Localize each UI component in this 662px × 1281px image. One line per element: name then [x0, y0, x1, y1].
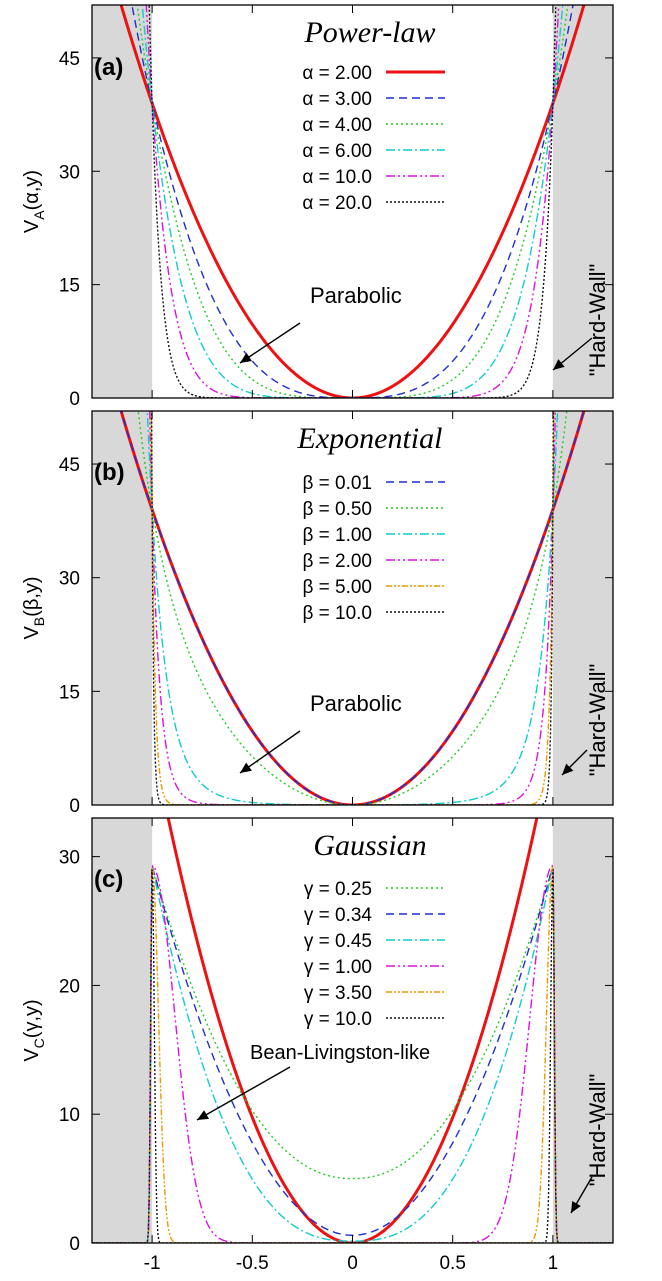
series-line-0 — [166, 818, 539, 1243]
annotation-arrowhead-hardwall — [571, 1200, 581, 1213]
annotation-arrowhead-parabolic — [240, 352, 252, 363]
series-line-3 — [146, 411, 559, 805]
annotation-arrow-parabolic — [239, 730, 301, 774]
annotation-parabolic: Parabolic — [310, 283, 402, 308]
y-axis-label-sub: C — [31, 1038, 47, 1048]
y-axis-label-sub: B — [31, 617, 47, 626]
legend-label-1: β = 0.01 — [302, 473, 372, 494]
y-axis-label: VB(β,y) — [21, 576, 47, 639]
forbidden-region-1 — [552, 818, 613, 1243]
y-axis-label: VA(α,y) — [21, 170, 47, 233]
legend-label-3: γ = 0.45 — [304, 931, 372, 952]
x-tick-label-2: 0 — [347, 1253, 358, 1274]
x-tick-label-3: 0.5 — [439, 1253, 465, 1274]
series-line-2 — [136, 5, 569, 398]
series-line-1 — [120, 411, 585, 805]
annotation-arrowhead-parabolic — [240, 762, 252, 773]
series-line-2 — [137, 411, 568, 805]
series-line-4 — [149, 411, 556, 805]
y-tick-label-1: 15 — [59, 276, 80, 297]
legend-label-3: α = 6.00 — [302, 141, 372, 162]
panel-0: 0 15 30 45 VA(α,y) (a) Power-law α = 2.00 α = 3.… — [21, 4, 614, 410]
annotation-arrow-parabolic — [239, 322, 301, 364]
legend-label-4: β = 2.00 — [302, 551, 372, 572]
legend-label-2: β = 0.50 — [302, 499, 372, 520]
y-axis-label-args: (γ,y) — [21, 999, 43, 1038]
annotation-arrowhead-hardwall — [562, 763, 574, 775]
y-tick-label-2: 30 — [59, 162, 80, 183]
y-tick-label-1: 15 — [59, 682, 80, 703]
legend-label-5: γ = 3.50 — [304, 983, 372, 1004]
y-axis-label-main: V — [21, 1048, 43, 1062]
legend-label-5: α = 20.0 — [302, 193, 372, 214]
y-axis-label-sub: A — [31, 210, 47, 220]
series-line-4 — [92, 864, 613, 1243]
y-axis-label-args: (α,y) — [21, 170, 43, 210]
legend-label-2: γ = 0.34 — [304, 905, 373, 926]
series-line-3 — [92, 867, 613, 1243]
legend-label-6: γ = 10.0 — [304, 1009, 372, 1030]
x-tick-label-0: -1 — [144, 1253, 161, 1274]
y-tick-label-3: 45 — [59, 455, 80, 476]
annotation-arrowhead-bean — [197, 1110, 210, 1120]
curves — [119, 5, 586, 398]
annotation-bean: Bean-Livingston-like — [250, 1042, 430, 1064]
curves — [119, 411, 586, 805]
panel-title: Exponential — [297, 422, 443, 455]
legend-label-1: α = 3.00 — [302, 89, 372, 110]
y-tick-label-2: 20 — [59, 976, 80, 997]
y-axis-label-args: (β,y) — [21, 576, 43, 616]
x-tick-label-1: -0.5 — [236, 1253, 269, 1274]
x-tick-label-4: 1 — [548, 1253, 559, 1274]
legend-label-0: α = 2.00 — [302, 63, 372, 84]
legend-label-1: γ = 0.25 — [304, 879, 372, 900]
panel-title: Gaussian — [313, 829, 426, 862]
panel-title: Power-law — [303, 16, 435, 49]
legend-label-2: α = 4.00 — [302, 115, 372, 136]
annotation-hardwall: "Hard-Wall" — [585, 1074, 610, 1187]
y-tick-label-0: 0 — [69, 389, 80, 410]
legend-label-6: β = 10.0 — [302, 603, 372, 624]
series-line-1 — [131, 5, 574, 398]
legend-label-3: β = 1.00 — [302, 525, 372, 546]
y-tick-label-1: 10 — [59, 1105, 80, 1126]
legend-label-4: α = 10.0 — [302, 167, 372, 188]
series-line-1 — [92, 866, 613, 1243]
forbidden-region-0 — [92, 818, 153, 1243]
annotation-arrowhead-hardwall — [553, 359, 565, 370]
legend-label-5: β = 5.00 — [302, 577, 372, 598]
series-line-4 — [145, 5, 560, 398]
annotation-parabolic: Parabolic — [310, 691, 402, 716]
y-tick-label-0: 0 — [69, 796, 80, 817]
y-tick-label-3: 30 — [59, 848, 80, 869]
y-tick-label-2: 30 — [59, 569, 80, 590]
annotation-hardwall: "Hard-Wall" — [585, 264, 610, 377]
series-line-5 — [148, 5, 557, 398]
panel-label: (b) — [94, 459, 125, 486]
y-axis-label-main: V — [21, 219, 43, 233]
panel-label: (c) — [94, 866, 123, 893]
series-line-0 — [119, 5, 586, 398]
panel-2: 0 10 20 30 -1 -0.5 0 0.5 1 VC(γ,y) (c) Gaussian γ = … — [21, 817, 614, 1274]
panel-label: (a) — [94, 54, 123, 81]
annotation-hardwall: "Hard-Wall" — [585, 664, 610, 777]
y-axis-label-main: V — [21, 626, 43, 640]
y-tick-label-3: 45 — [59, 49, 80, 70]
panel-1: 0 15 30 45 VB(β,y) (b) Exponential β = 0.01 β = … — [21, 410, 614, 817]
y-tick-label-0: 0 — [69, 1234, 80, 1255]
legend-label-4: γ = 1.00 — [304, 957, 372, 978]
y-axis-label: VC(γ,y) — [21, 999, 47, 1061]
annotation-arrow-bean — [196, 1066, 291, 1121]
